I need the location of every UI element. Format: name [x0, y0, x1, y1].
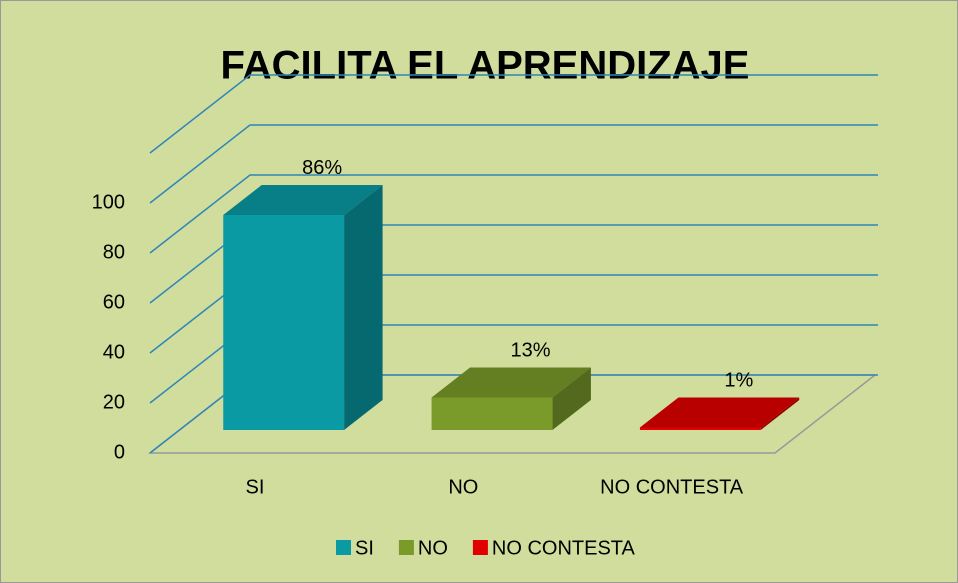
value-label: 1%	[724, 370, 753, 392]
bar-front	[431, 397, 553, 430]
y-tick-label: 80	[103, 241, 125, 263]
bar-front	[223, 214, 345, 430]
bar-front	[639, 427, 761, 430]
y-tick-label: 0	[114, 441, 125, 463]
y-tick-label: 20	[103, 391, 125, 413]
grid-line	[149, 124, 878, 204]
bar-top	[639, 397, 800, 428]
legend-swatch	[398, 540, 414, 555]
value-label: 13%	[510, 340, 550, 362]
legend-label: NO CONTESTA	[492, 537, 636, 559]
chart-title: FACILITA EL APRENDIZAJE	[221, 44, 750, 88]
legend-label: SI	[355, 537, 374, 559]
bar-side	[552, 367, 591, 430]
bar-side	[760, 397, 800, 430]
y-tick-label: 40	[103, 341, 125, 363]
legend-label: NO	[418, 537, 448, 559]
legend-swatch	[336, 540, 351, 555]
bar-top	[431, 367, 591, 398]
bar-side	[344, 184, 383, 430]
x-tick-label: NO CONTESTA	[600, 476, 744, 498]
y-tick-label: 100	[92, 191, 125, 213]
x-tick-label: NO	[448, 476, 478, 498]
y-tick-label: 60	[103, 291, 125, 313]
bar-top	[223, 184, 383, 215]
grid-line	[149, 174, 878, 254]
x-tick-label: SI	[246, 476, 265, 498]
legend-swatch	[472, 540, 488, 555]
grid-line	[149, 74, 878, 154]
value-label: 86%	[302, 157, 342, 179]
